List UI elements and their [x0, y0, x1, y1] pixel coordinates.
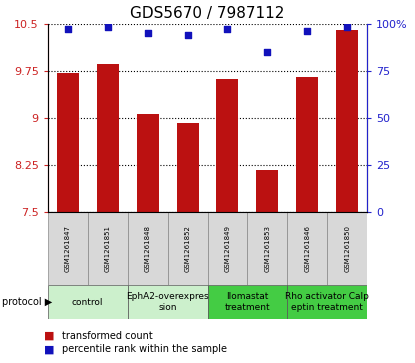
- Bar: [128, 212, 168, 285]
- Bar: [208, 285, 287, 319]
- Text: percentile rank within the sample: percentile rank within the sample: [62, 344, 227, 354]
- Bar: [336, 30, 358, 212]
- Bar: [256, 170, 278, 212]
- Bar: [97, 65, 119, 212]
- Bar: [48, 212, 88, 285]
- Point: [264, 49, 271, 55]
- Text: GSM1261848: GSM1261848: [144, 225, 151, 272]
- Text: GSM1261847: GSM1261847: [65, 225, 71, 272]
- Point: [344, 24, 351, 30]
- Bar: [176, 123, 198, 212]
- Text: ■: ■: [44, 331, 54, 341]
- Text: protocol ▶: protocol ▶: [2, 297, 52, 307]
- Title: GDS5670 / 7987112: GDS5670 / 7987112: [130, 6, 285, 21]
- Text: GSM1261849: GSM1261849: [225, 225, 230, 272]
- Bar: [296, 77, 318, 212]
- Bar: [128, 285, 208, 319]
- Text: Ilomastat
treatment: Ilomastat treatment: [225, 293, 270, 312]
- Bar: [287, 285, 367, 319]
- Text: GSM1261846: GSM1261846: [304, 225, 310, 272]
- Point: [104, 24, 111, 30]
- Point: [224, 26, 231, 32]
- Bar: [247, 212, 287, 285]
- Bar: [208, 212, 247, 285]
- Text: transformed count: transformed count: [62, 331, 153, 341]
- Point: [184, 32, 191, 38]
- Point: [304, 28, 311, 34]
- Text: GSM1261850: GSM1261850: [344, 225, 350, 272]
- Bar: [287, 212, 327, 285]
- Bar: [88, 212, 128, 285]
- Text: Rho activator Calp
eptin treatment: Rho activator Calp eptin treatment: [286, 293, 369, 312]
- Bar: [327, 212, 367, 285]
- Text: control: control: [72, 298, 103, 307]
- Bar: [48, 285, 128, 319]
- Bar: [137, 114, 159, 212]
- Point: [64, 26, 71, 32]
- Text: GSM1261851: GSM1261851: [105, 225, 111, 272]
- Point: [144, 30, 151, 36]
- Text: ■: ■: [44, 344, 54, 354]
- Text: EphA2-overexpres
sion: EphA2-overexpres sion: [126, 293, 209, 312]
- Bar: [57, 73, 79, 212]
- Text: GSM1261852: GSM1261852: [185, 225, 190, 272]
- Bar: [168, 212, 208, 285]
- Bar: [217, 79, 239, 212]
- Text: GSM1261853: GSM1261853: [264, 225, 271, 272]
